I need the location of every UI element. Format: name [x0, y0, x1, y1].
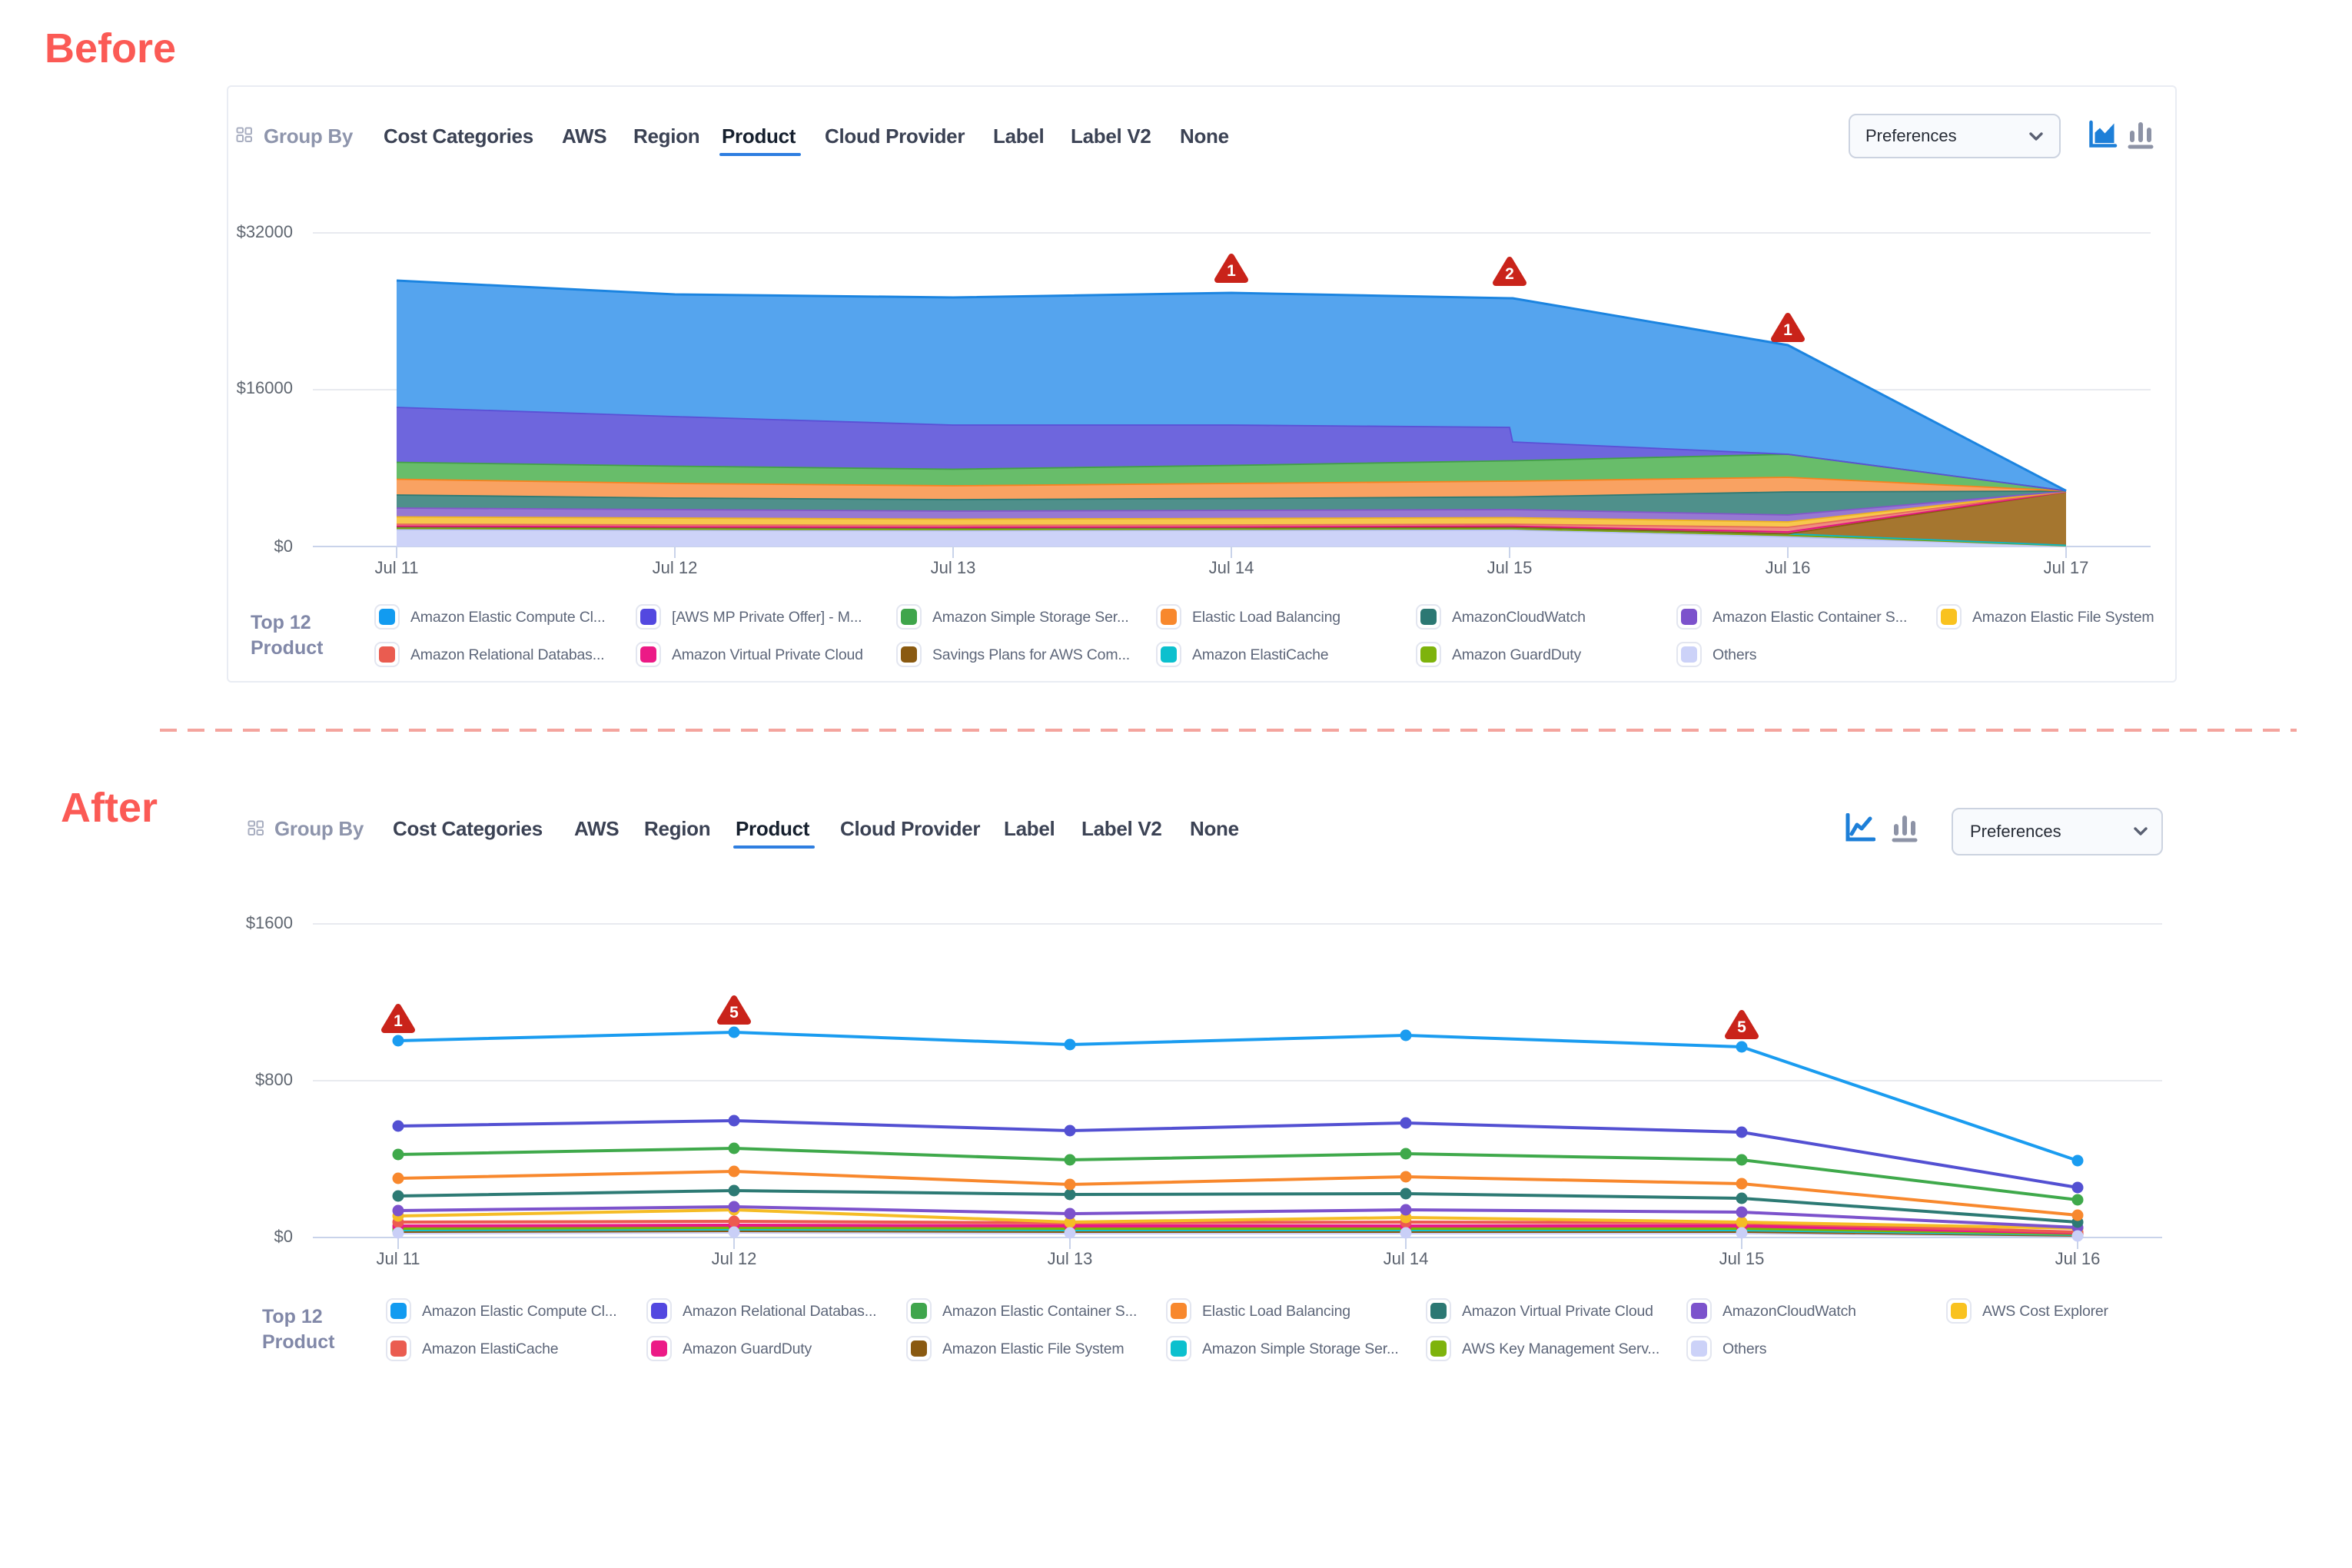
svg-text:1: 1 [1227, 262, 1236, 280]
svg-text:1: 1 [394, 1012, 403, 1030]
svg-text:2: 2 [1505, 265, 1514, 283]
svg-text:5: 5 [729, 1004, 739, 1022]
svg-text:5: 5 [1737, 1018, 1746, 1036]
svg-text:1: 1 [1783, 321, 1792, 339]
